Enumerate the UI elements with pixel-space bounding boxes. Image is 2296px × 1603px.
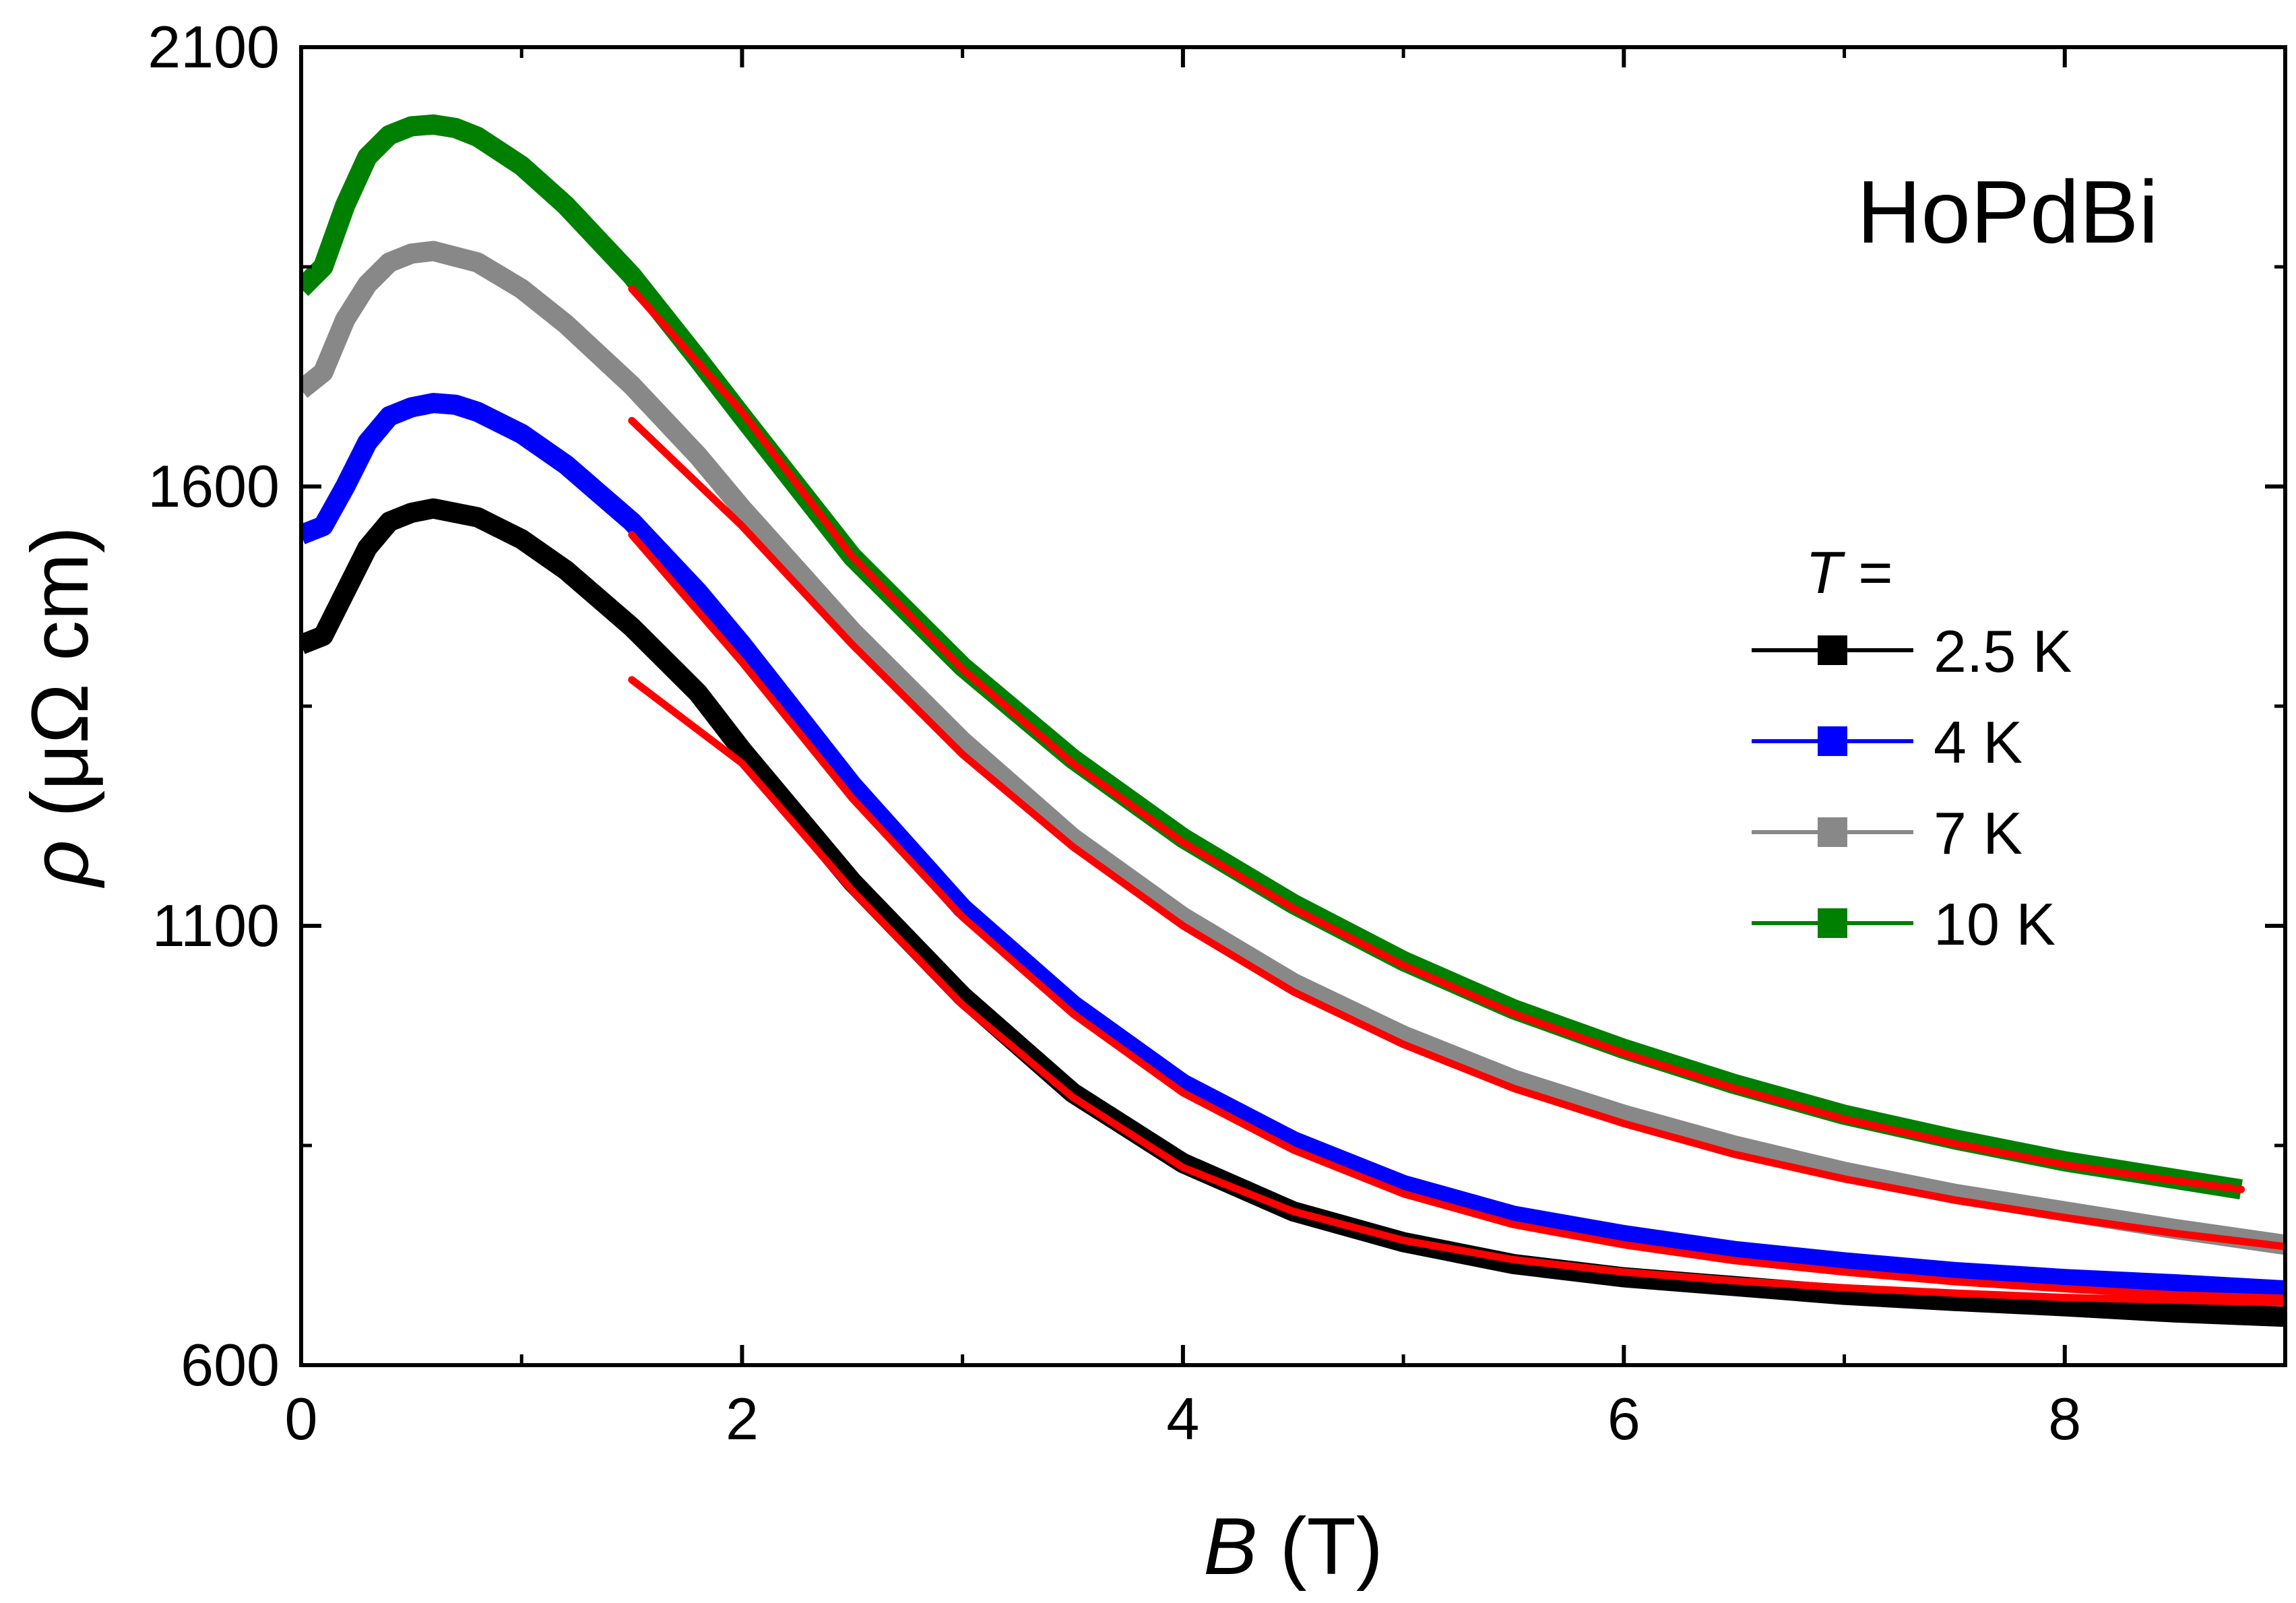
y-tick-label: 2100 <box>148 13 280 80</box>
x-tick-label: 4 <box>1166 1385 1199 1452</box>
legend-label: 4 K <box>1934 709 2022 776</box>
series-line-2-5-k <box>301 498 2285 1327</box>
x-axis-unit: (T) <box>1257 1501 1383 1592</box>
legend-marker <box>1818 817 1847 847</box>
x-tick-label: 2 <box>726 1385 759 1452</box>
y-tick-label: 600 <box>181 1331 280 1398</box>
legend-title-suffix: = <box>1842 539 1893 606</box>
legend-label: 10 K <box>1934 891 2055 957</box>
x-tick-label: 0 <box>285 1385 318 1452</box>
series-line-4-k <box>301 393 2285 1301</box>
fit-line-fit-4-k <box>628 531 2285 1302</box>
legend-label: 7 K <box>1934 800 2022 867</box>
x-axis-title: B (T) <box>1203 1501 1383 1592</box>
x-axis-symbol: B <box>1203 1501 1257 1592</box>
material-annotation: HoPdBi <box>1857 162 2159 261</box>
y-axis-unit: (μΩ cm) <box>15 526 105 840</box>
legend-marker <box>1818 908 1847 938</box>
legend-marker <box>1818 635 1847 665</box>
y-axis-symbol: ρ <box>15 840 105 888</box>
x-tick-label: 6 <box>1607 1385 1640 1452</box>
x-tick-label: 8 <box>2048 1385 2081 1452</box>
y-tick-label: 1100 <box>152 892 280 959</box>
series-line-7-k <box>301 241 2285 1255</box>
fit-line-fit-7-k <box>628 416 2285 1251</box>
legend-title-symbol: T <box>1806 539 1845 606</box>
legend-label: 2.5 K <box>1934 618 2072 685</box>
legend-marker <box>1818 726 1847 756</box>
y-tick-label: 1600 <box>148 453 280 520</box>
y-axis-title: ρ (μΩ cm) <box>15 526 105 888</box>
fit-line-fit-2-5-k <box>628 676 2285 1307</box>
legend-title: T = <box>1806 539 1893 606</box>
fit-line-fit-10-k <box>628 285 2245 1193</box>
